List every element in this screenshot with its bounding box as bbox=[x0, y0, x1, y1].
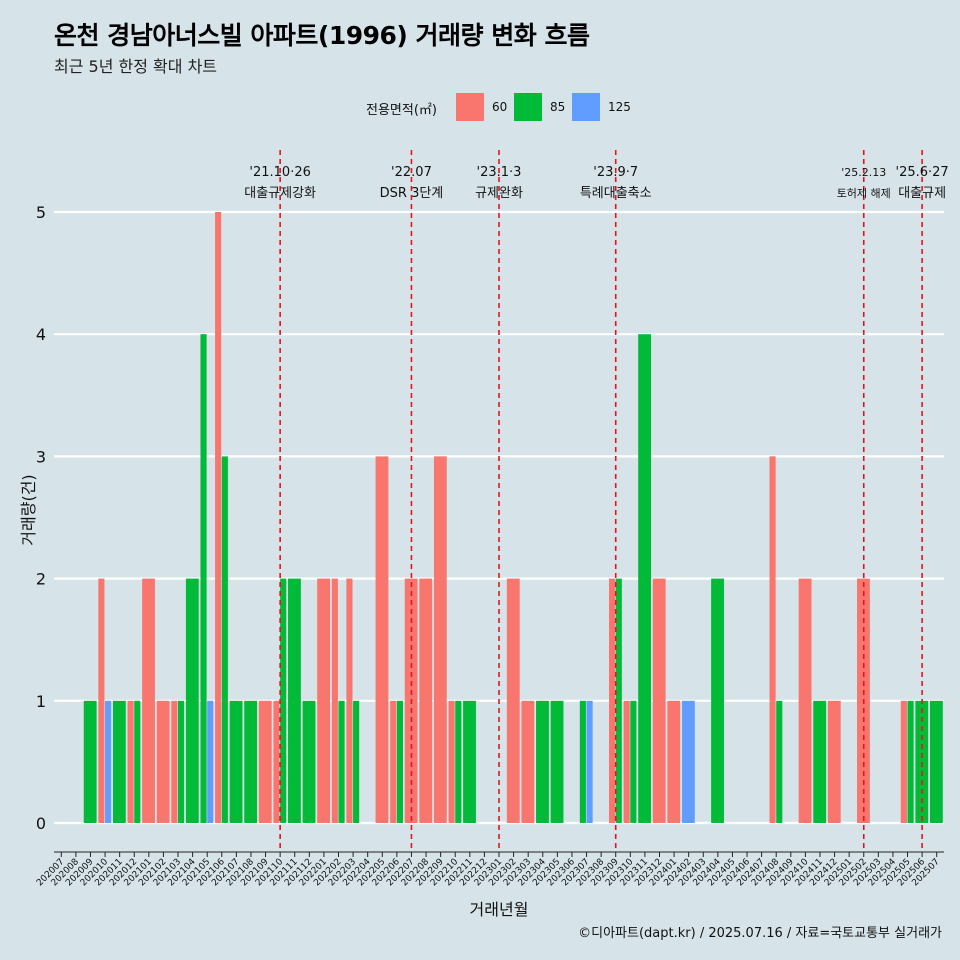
event-label-202207: DSR 3단계 bbox=[380, 186, 444, 201]
bar-125-202402 bbox=[681, 700, 695, 823]
legend-key-85 bbox=[514, 93, 542, 121]
event-label-202110: 대출규제강화 bbox=[244, 186, 316, 201]
bar-85-202507 bbox=[929, 700, 943, 823]
y-tick-label-1: 1 bbox=[36, 692, 46, 711]
event-date-202207: '22.07 bbox=[391, 165, 432, 180]
y-axis-title: 거래량(건) bbox=[19, 474, 38, 545]
source-caption: ©디아파트(dapt.kr) / 2025.07.16 / 자료=국토교통부 실… bbox=[578, 926, 942, 941]
bar-60-202302 bbox=[506, 578, 520, 823]
bar-85-202307 bbox=[579, 700, 586, 823]
y-tick-label-5: 5 bbox=[36, 203, 46, 222]
bar-60-202202 bbox=[331, 578, 338, 823]
bar-85-202210 bbox=[455, 700, 462, 823]
bar-85-202203 bbox=[353, 700, 360, 823]
bar-60-202210 bbox=[448, 700, 455, 823]
bar-125-202010 bbox=[105, 700, 112, 823]
bar-85-202009 bbox=[83, 700, 97, 823]
bar-60-202012 bbox=[127, 700, 134, 823]
bar-60-202303 bbox=[521, 700, 535, 823]
bar-85-202311 bbox=[638, 334, 652, 823]
event-label-202309: 특례대출축소 bbox=[580, 186, 652, 201]
y-tick-label-0: 0 bbox=[36, 814, 46, 833]
bar-85-202305 bbox=[550, 700, 564, 823]
bar-85-202112 bbox=[302, 700, 316, 823]
bar-60-202102 bbox=[156, 700, 170, 823]
bar-60-202010 bbox=[98, 578, 105, 823]
bar-85-202202 bbox=[338, 700, 345, 823]
event-date-202502: '25.2.13 bbox=[841, 166, 886, 179]
bar-60-202110 bbox=[273, 700, 280, 823]
bar-85-202105 bbox=[200, 334, 207, 823]
bar-85-202103 bbox=[178, 700, 185, 823]
bar-60-202412 bbox=[827, 700, 841, 823]
bar-85-202310 bbox=[630, 700, 637, 823]
bar-60-202101 bbox=[142, 578, 155, 823]
bar-85-202012 bbox=[134, 700, 141, 823]
bar-60-202310 bbox=[623, 700, 630, 823]
event-date-202110: '21.10·26 bbox=[249, 165, 310, 180]
bar-85-202107 bbox=[229, 700, 243, 823]
bar-60-202410 bbox=[798, 578, 812, 823]
bar-60-202401 bbox=[667, 700, 681, 823]
bar-85-202408 bbox=[776, 700, 783, 823]
event-label-202506: 대출규제 bbox=[898, 186, 946, 201]
bar-85-202211 bbox=[463, 700, 476, 823]
bar-60-202203 bbox=[346, 578, 353, 823]
event-date-202506: '25.6·27 bbox=[896, 165, 949, 180]
bar-85-202404 bbox=[711, 578, 724, 823]
event-label-202502: 토허제 해제 bbox=[837, 186, 891, 200]
legend-title: 전용면적(㎡) bbox=[366, 103, 437, 118]
bar-85-202104 bbox=[185, 578, 199, 823]
bar-125-202105 bbox=[207, 700, 214, 823]
event-date-202301: '23.1·3 bbox=[477, 165, 522, 180]
y-tick-label-2: 2 bbox=[36, 570, 46, 589]
legend: 전용면적(㎡) 60 85 125 bbox=[0, 93, 960, 121]
y-tick-label-3: 3 bbox=[36, 447, 46, 466]
legend-key-125 bbox=[572, 93, 600, 121]
bar-85-202309 bbox=[615, 578, 622, 823]
bar-85-202108 bbox=[244, 700, 258, 823]
y-tick-label-4: 4 bbox=[36, 325, 46, 344]
x-axis-title: 거래년월 bbox=[470, 900, 529, 919]
bar-60-202201 bbox=[317, 578, 331, 823]
bar-85-202011 bbox=[112, 700, 126, 823]
legend-label-125: 125 bbox=[608, 100, 631, 114]
bar-85-202106 bbox=[221, 456, 228, 823]
legend-key-60 bbox=[456, 93, 484, 121]
legend-label-85: 85 bbox=[550, 100, 566, 114]
event-date-202309: '23.9·7 bbox=[593, 165, 638, 180]
bar-60-202312 bbox=[652, 578, 666, 823]
bar-125-202307 bbox=[586, 700, 593, 823]
bar-85-202304 bbox=[536, 700, 549, 823]
bar-60-202206 bbox=[390, 700, 397, 823]
event-label-202301: 규제완화 bbox=[475, 186, 523, 201]
bar-60-202309 bbox=[609, 578, 616, 823]
bar-60-202106 bbox=[215, 212, 222, 823]
bar-60-202109 bbox=[258, 700, 272, 823]
bar-60-202208 bbox=[419, 578, 433, 823]
chart-title: 온천 경남아너스빌 아파트(1996) 거래량 변화 흐름 bbox=[54, 21, 590, 50]
bar-60-202209 bbox=[433, 456, 447, 823]
bar-85-202411 bbox=[813, 700, 827, 823]
legend-label-60: 60 bbox=[492, 100, 508, 114]
chart-subtitle: 최근 5년 한정 확대 차트 bbox=[54, 57, 218, 76]
bar-85-202206 bbox=[396, 700, 403, 823]
bar-85-202110 bbox=[280, 578, 287, 823]
bar-85-202505 bbox=[907, 700, 914, 823]
bar-60-202408 bbox=[769, 456, 776, 823]
bar-60-202505 bbox=[900, 700, 907, 823]
bar-85-202506 bbox=[915, 700, 929, 823]
bar-85-202111 bbox=[288, 578, 301, 823]
bar-60-202103 bbox=[171, 700, 178, 823]
bar-60-202205 bbox=[375, 456, 389, 823]
